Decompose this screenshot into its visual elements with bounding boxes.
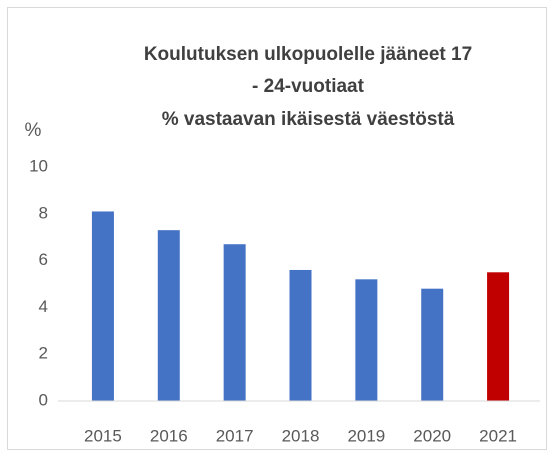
chart-title: - 24-vuotiaat [252, 76, 365, 97]
y-tick-label: 10 [29, 156, 48, 175]
x-tick-label: 2016 [150, 426, 188, 445]
bar [157, 230, 180, 401]
bar [289, 269, 312, 401]
y-axis-label: % [25, 120, 42, 141]
y-tick-label: 4 [39, 297, 48, 316]
chart-title: % vastaavan ikäisestä väestöstä [162, 109, 455, 130]
x-tick-label: 2019 [347, 426, 385, 445]
y-tick-label: 8 [39, 203, 48, 222]
x-tick-label: 2017 [216, 426, 254, 445]
y-tick-label: 2 [39, 344, 48, 363]
bar [223, 244, 246, 401]
bar [421, 288, 444, 401]
chart-border [7, 7, 547, 450]
x-tick-label: 2020 [413, 426, 451, 445]
bar [355, 279, 378, 401]
bar [487, 272, 510, 401]
y-tick-label: 0 [39, 390, 48, 409]
chart-title: Koulutuksen ulkopuolelle jääneet 17 [144, 44, 472, 65]
x-tick-label: 2018 [282, 426, 320, 445]
x-tick-label: 2021 [479, 426, 517, 445]
bar [91, 211, 114, 401]
y-tick-label: 6 [39, 250, 48, 269]
x-tick-label: 2015 [84, 426, 122, 445]
